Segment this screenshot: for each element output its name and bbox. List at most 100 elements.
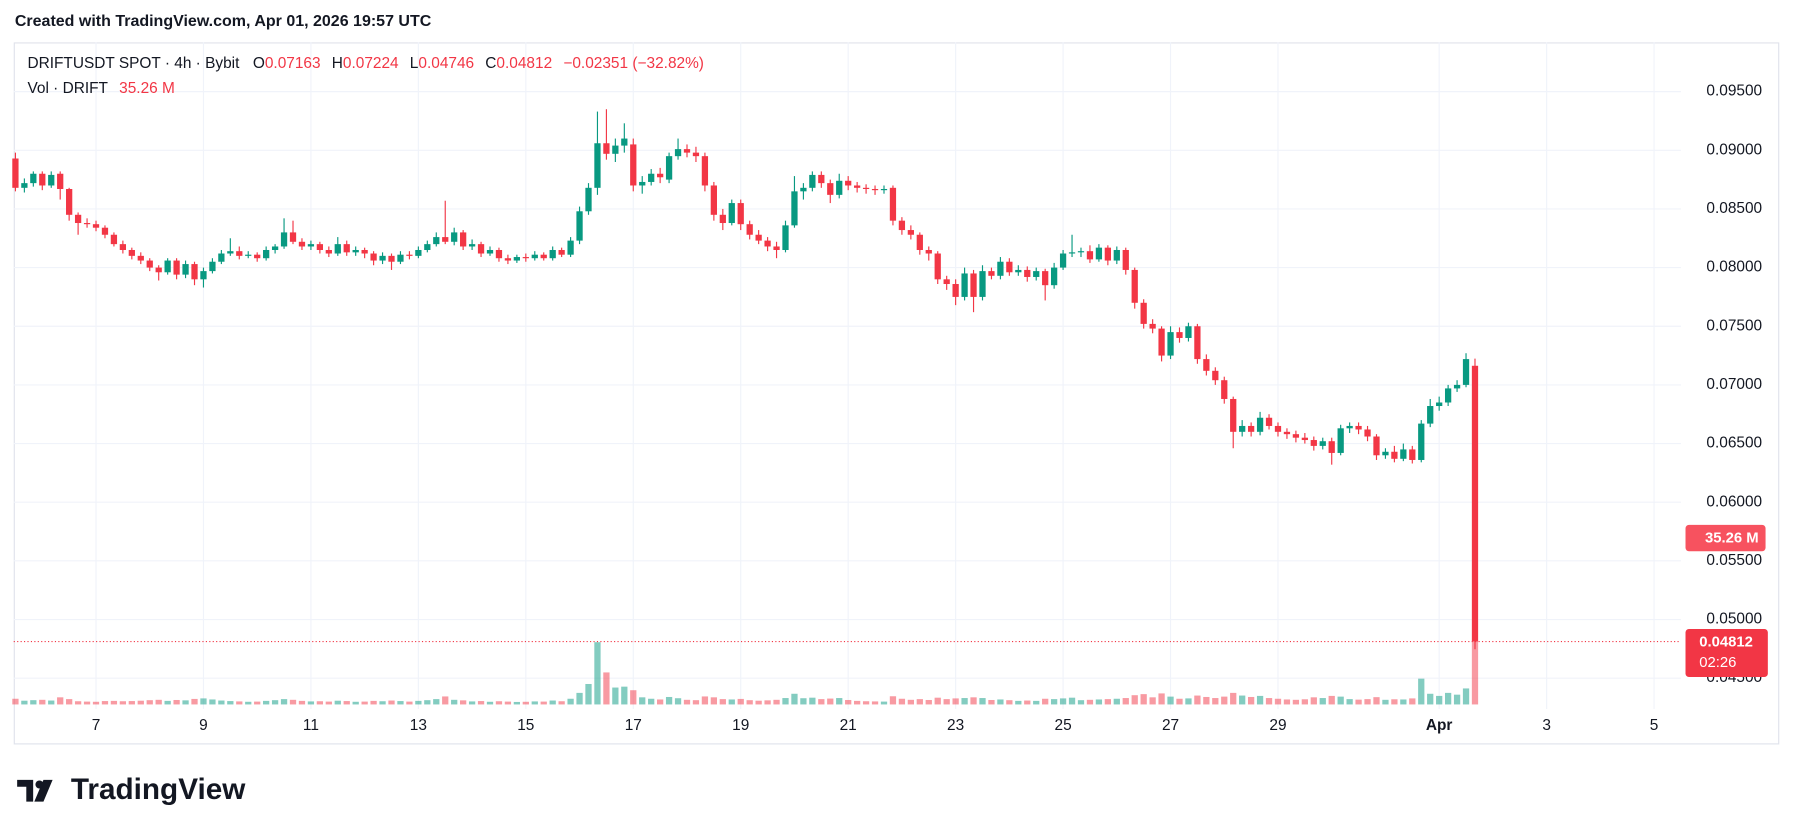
volume-bar	[683, 699, 691, 705]
candle-body	[468, 244, 476, 247]
candle-body	[236, 251, 243, 256]
volume-bar	[585, 683, 592, 705]
volume-bar	[92, 701, 100, 705]
candle-body	[1373, 436, 1380, 456]
candle-body	[289, 232, 297, 242]
candle-body	[442, 237, 449, 242]
candle-body	[477, 244, 485, 254]
volume-bar	[191, 698, 198, 705]
volume-bar	[146, 700, 153, 705]
volume-bar	[1203, 696, 1210, 705]
candle-body	[74, 214, 82, 224]
badge-countdown: 02:26	[1699, 655, 1736, 671]
volume-bar	[1113, 698, 1120, 705]
candle-body	[1194, 326, 1201, 360]
candle-body	[1185, 326, 1192, 338]
volume-value: 35.26 M	[119, 80, 175, 97]
candle-body	[263, 249, 270, 259]
volume-bar	[128, 701, 135, 705]
volume-bar	[907, 699, 914, 705]
candle-body	[1400, 449, 1407, 459]
volume-bar	[1059, 698, 1067, 705]
volume-bar	[773, 699, 780, 705]
volume-bar	[298, 700, 306, 705]
volume-bar	[424, 700, 431, 705]
y-tick-label: 0.07500	[1706, 317, 1762, 334]
candle-body	[271, 246, 279, 250]
volume-bar	[997, 699, 1004, 705]
candle-body	[1149, 323, 1156, 329]
candle-body	[1239, 425, 1246, 432]
candle-body	[612, 145, 619, 154]
volume-bar	[271, 700, 279, 705]
candle-body	[907, 230, 914, 235]
candle-body	[1122, 249, 1129, 270]
candle-body	[39, 173, 46, 186]
volume-bar	[39, 699, 46, 705]
candle-body	[1015, 269, 1022, 273]
volume-bar	[710, 697, 717, 705]
volume-bar	[1337, 696, 1344, 705]
volume-bar	[1077, 700, 1085, 705]
candle-body	[916, 234, 923, 250]
volume-bar	[209, 699, 216, 705]
candle-body	[648, 173, 655, 182]
volume-bar	[1391, 699, 1398, 705]
candle-body	[997, 261, 1004, 276]
candle-body	[621, 138, 628, 146]
volume-bar	[827, 698, 834, 705]
volume-bar	[1239, 695, 1246, 705]
candle-body	[1077, 251, 1085, 253]
candle-body	[791, 191, 798, 226]
candle-body	[191, 264, 198, 280]
candle-body	[280, 232, 288, 247]
volume-bar	[1274, 698, 1282, 705]
volume-bar	[746, 700, 753, 705]
candle-body	[576, 211, 583, 241]
volume-bar	[737, 698, 744, 705]
candle-body	[1355, 425, 1362, 430]
volume-bar	[477, 701, 485, 705]
candle-body	[934, 253, 941, 280]
volume-bar	[1221, 696, 1228, 705]
volume-bar	[137, 700, 144, 705]
volume-bar	[254, 701, 261, 705]
volume-bar	[1319, 698, 1326, 705]
ohlc-label: O	[253, 55, 265, 72]
volume-bar	[845, 699, 852, 705]
volume-bar	[943, 699, 950, 705]
volume-bar	[1453, 694, 1461, 705]
x-tick-label: 27	[1162, 717, 1179, 734]
ohlc-value: 0.04812	[496, 55, 552, 72]
symbol-title: DRIFTUSDT SPOT · 4h · Bybit	[27, 55, 240, 72]
volume-bar	[1301, 699, 1308, 705]
candle-body	[719, 214, 726, 224]
volume-bar	[1265, 698, 1273, 705]
candle-body	[1283, 431, 1291, 435]
volume-bar	[21, 700, 28, 705]
candle-body	[818, 174, 825, 184]
candle-body	[1176, 332, 1183, 338]
volume-legend: Vol · DRIFT 35.26 M	[27, 80, 174, 97]
volume-bar	[862, 701, 870, 705]
x-tick-label: 3	[1542, 717, 1551, 734]
volume-bar	[388, 700, 395, 705]
volume-bar	[836, 698, 843, 705]
candle-body	[66, 188, 73, 215]
volume-bar	[513, 701, 521, 705]
candle-body	[728, 203, 735, 224]
volume-bar	[719, 699, 726, 705]
candle-body	[1050, 267, 1058, 286]
candle-body	[146, 260, 153, 268]
x-tick-label: 11	[303, 717, 319, 734]
volume-bar	[567, 698, 574, 705]
volume-bar	[549, 700, 556, 705]
volume-bar	[1149, 697, 1156, 705]
volume-bar	[1471, 641, 1479, 705]
candle-body	[683, 149, 691, 153]
candle-body	[1292, 434, 1300, 438]
volume-bar	[12, 698, 19, 705]
volume-bar	[227, 701, 234, 705]
candle-body	[92, 224, 100, 228]
